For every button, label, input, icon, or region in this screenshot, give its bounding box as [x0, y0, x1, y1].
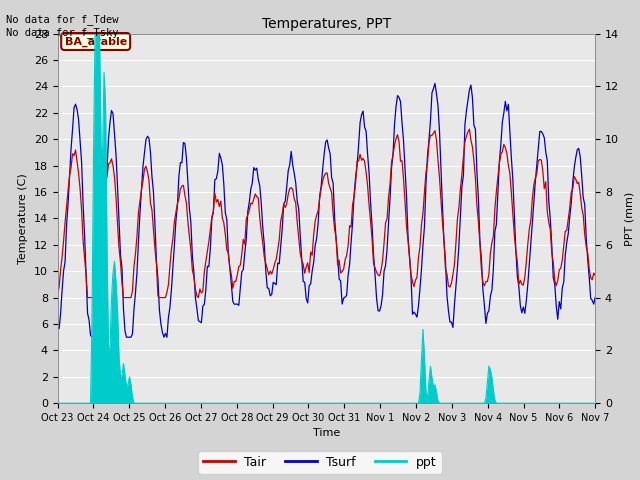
- Y-axis label: PPT (mm): PPT (mm): [625, 191, 635, 246]
- Y-axis label: Temperature (C): Temperature (C): [18, 173, 28, 264]
- Text: BA_arable: BA_arable: [65, 36, 127, 47]
- Title: Temperatures, PPT: Temperatures, PPT: [262, 17, 391, 31]
- Legend: Tair, Tsurf, ppt: Tair, Tsurf, ppt: [198, 451, 442, 474]
- Text: No data for f_Tdew
No data for f_Tsky: No data for f_Tdew No data for f_Tsky: [6, 14, 119, 38]
- X-axis label: Time: Time: [313, 429, 340, 438]
